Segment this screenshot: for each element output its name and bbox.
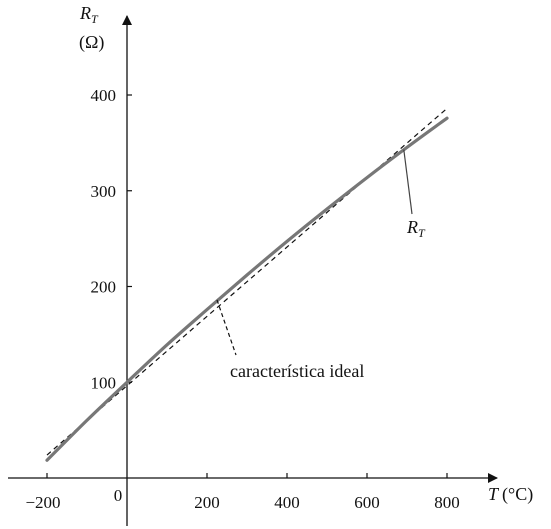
y-axis-label: RT	[79, 3, 99, 26]
x-tick-label: 800	[434, 493, 460, 512]
rt-curve-label: RT	[406, 217, 426, 240]
y-axis-unit: (Ω)	[79, 32, 104, 53]
rt-curve-label-var: R	[406, 217, 418, 237]
x-tick-label: 600	[354, 493, 380, 512]
x-ticks: −200 0 200 400 600 800	[25, 473, 460, 512]
rt-curve-label-sub: T	[418, 226, 426, 240]
y-axis-label-sub: T	[91, 12, 99, 26]
axes	[8, 15, 498, 526]
x-tick-label: −200	[25, 493, 60, 512]
y-tick-label: 400	[91, 86, 117, 105]
x-axis-label: T (°C)	[488, 484, 533, 505]
y-tick-label: 200	[91, 278, 117, 297]
y-tick-label: 300	[91, 182, 117, 201]
series-layer	[45, 107, 449, 462]
y-axis-label-var: R	[79, 3, 91, 23]
rt-annotation-leader	[403, 149, 413, 215]
rt-curve	[45, 116, 449, 462]
y-ticks: 100 200 300 400	[91, 86, 132, 392]
x-tick-label: 400	[274, 493, 300, 512]
ideal-annotation-leader	[216, 299, 237, 356]
y-tick-label: 100	[91, 373, 117, 392]
ideal-characteristic-label: característica ideal	[230, 361, 364, 381]
x-axis-label-unit: (°C)	[502, 484, 533, 505]
x-tick-label: 200	[194, 493, 220, 512]
x-tick-label: 0	[114, 486, 123, 505]
x-axis-label-var: T	[488, 484, 500, 504]
